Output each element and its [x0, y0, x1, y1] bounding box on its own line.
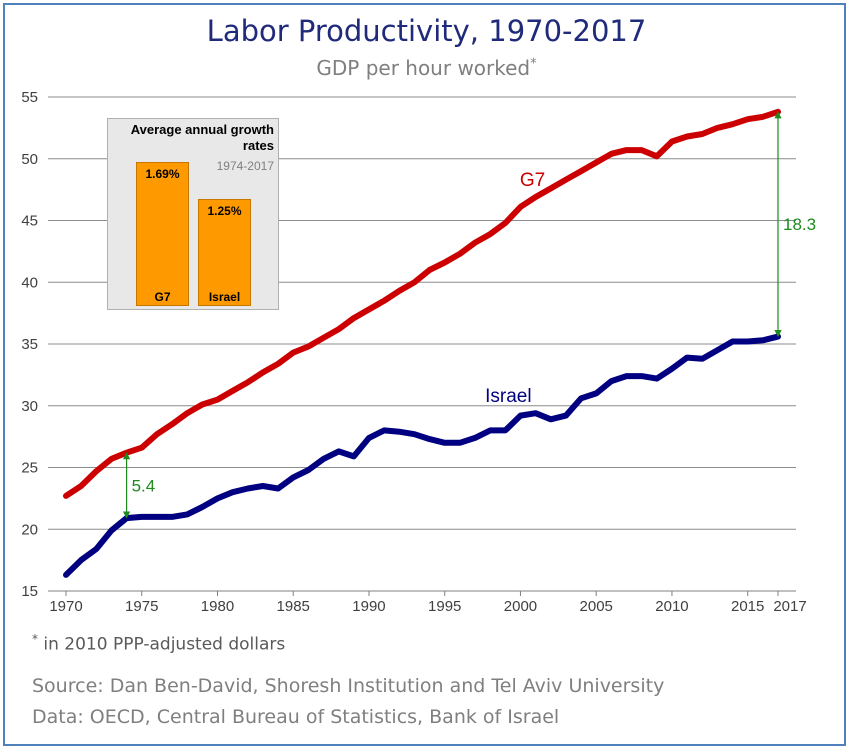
subtitle-text: GDP per hour worked [316, 56, 531, 80]
footnote-text: in 2010 PPP-adjusted dollars [38, 634, 286, 655]
y-tick-35: 35 [21, 336, 38, 353]
y-tick-25: 25 [21, 460, 38, 477]
series-label-israel: Israel [485, 386, 531, 407]
grid-lines [48, 96, 796, 530]
series-line-g7 [63, 108, 781, 499]
x-tick-2005: 2005 [580, 598, 613, 615]
growth-rate-inset: Average annual growth rates 1974-2017 1.… [107, 118, 279, 310]
y-tick-55: 55 [21, 89, 38, 106]
y-tick-20: 20 [21, 521, 38, 538]
x-tick-2010: 2010 [655, 598, 688, 615]
x-tick-1985: 1985 [277, 598, 310, 615]
inset-bar-value-israel: 1.25% [207, 204, 242, 219]
chart-subtitle: GDP per hour worked* [0, 56, 853, 80]
x-tick-1990: 1990 [352, 598, 385, 615]
y-tick-30: 30 [21, 398, 38, 415]
x-tick-2015: 2015 [731, 598, 764, 615]
series-line-israel [63, 333, 781, 578]
inset-title: Average annual growth rates [130, 122, 274, 153]
gap-annotations: 5.4 18.3 [122, 111, 816, 519]
y-tick-45: 45 [21, 213, 38, 230]
footnote-mark: * [32, 632, 38, 646]
gap-label-1: 18.3 [783, 215, 816, 234]
x-tick-1975: 1975 [125, 598, 158, 615]
inset-bar-value-g7: 1.69% [145, 167, 180, 181]
y-tick-40: 40 [21, 274, 38, 291]
series-label-g7: G7 [520, 170, 545, 191]
subtitle-footnote-mark: * [530, 56, 537, 72]
y-axis-ticks: 15 20 25 30 35 40 45 50 55 [21, 89, 38, 600]
data-source-text: Data: OECD, Central Bureau of Statistics… [32, 706, 560, 728]
inset-bar-g7 [136, 162, 189, 306]
inset-period: 1974-2017 [216, 159, 274, 173]
gap-label-0: 5.4 [132, 476, 156, 495]
series-lines [63, 108, 781, 578]
x-tick-2017: 2017 [773, 598, 806, 615]
inset-bar-israel [198, 199, 251, 306]
x-tick-1980: 1980 [201, 598, 234, 615]
y-tick-15: 15 [21, 583, 38, 600]
x-tick-1995: 1995 [428, 598, 461, 615]
x-tick-1970: 1970 [49, 598, 82, 615]
footnote: * in 2010 PPP-adjusted dollars [32, 632, 285, 655]
inset-bar-label-g7: G7 [154, 290, 171, 304]
y-tick-50: 50 [21, 151, 38, 168]
x-axis-ticks: 1970 1975 1980 1985 1990 1995 2000 2005 2010 2015… [49, 591, 807, 615]
chart-title: Labor Productivity, 1970-2017 [206, 14, 647, 48]
x-tick-2000: 2000 [504, 598, 537, 615]
inset-bar-label-israel: Israel [208, 290, 241, 304]
series-labels: G7 Israel [485, 170, 545, 407]
source-text: Source: Dan Ben-David, Shoresh Instituti… [32, 675, 665, 697]
